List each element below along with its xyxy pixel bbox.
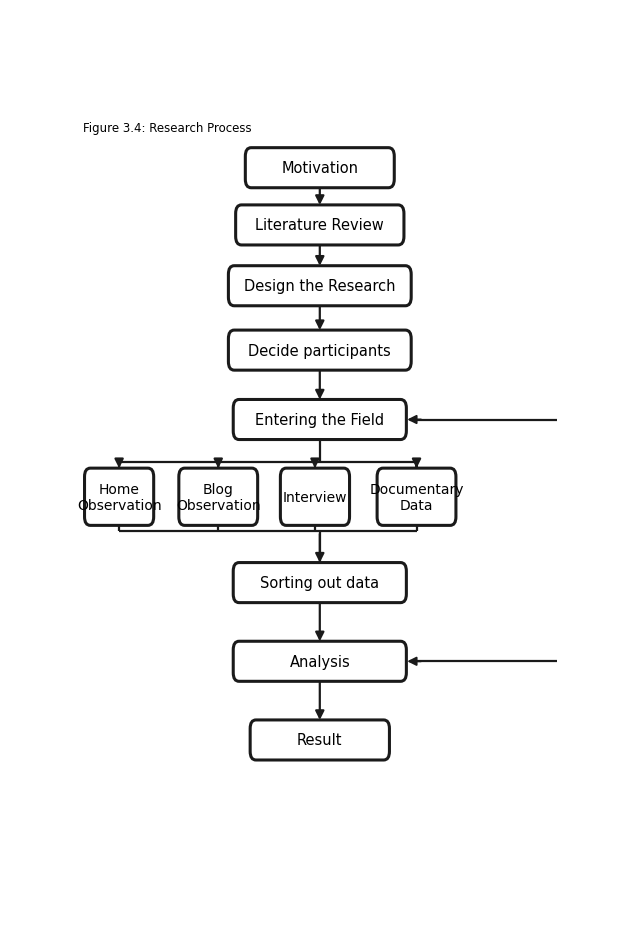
Text: Sorting out data: Sorting out data — [260, 575, 379, 590]
FancyBboxPatch shape — [228, 330, 411, 371]
FancyBboxPatch shape — [84, 469, 154, 526]
Text: Figure 3.4: Research Process: Figure 3.4: Research Process — [83, 122, 251, 135]
Text: Design the Research: Design the Research — [244, 279, 396, 294]
FancyBboxPatch shape — [233, 400, 406, 440]
Text: Literature Review: Literature Review — [255, 218, 384, 233]
FancyBboxPatch shape — [233, 563, 406, 603]
FancyBboxPatch shape — [179, 469, 258, 526]
Text: Documentary
Data: Documentary Data — [369, 483, 464, 512]
Text: Entering the Field: Entering the Field — [255, 413, 384, 428]
FancyBboxPatch shape — [280, 469, 349, 526]
FancyBboxPatch shape — [245, 148, 394, 188]
FancyBboxPatch shape — [233, 641, 406, 681]
Text: Result: Result — [297, 733, 343, 748]
Text: Decide participants: Decide participants — [248, 343, 391, 358]
FancyBboxPatch shape — [236, 206, 404, 246]
Text: Analysis: Analysis — [290, 654, 350, 669]
Text: Blog
Observation: Blog Observation — [176, 483, 261, 512]
FancyBboxPatch shape — [228, 266, 411, 306]
Text: Motivation: Motivation — [281, 161, 358, 176]
Text: Interview: Interview — [283, 490, 347, 504]
Text: Home
Observation: Home Observation — [77, 483, 162, 512]
FancyBboxPatch shape — [377, 469, 456, 526]
FancyBboxPatch shape — [250, 720, 389, 760]
